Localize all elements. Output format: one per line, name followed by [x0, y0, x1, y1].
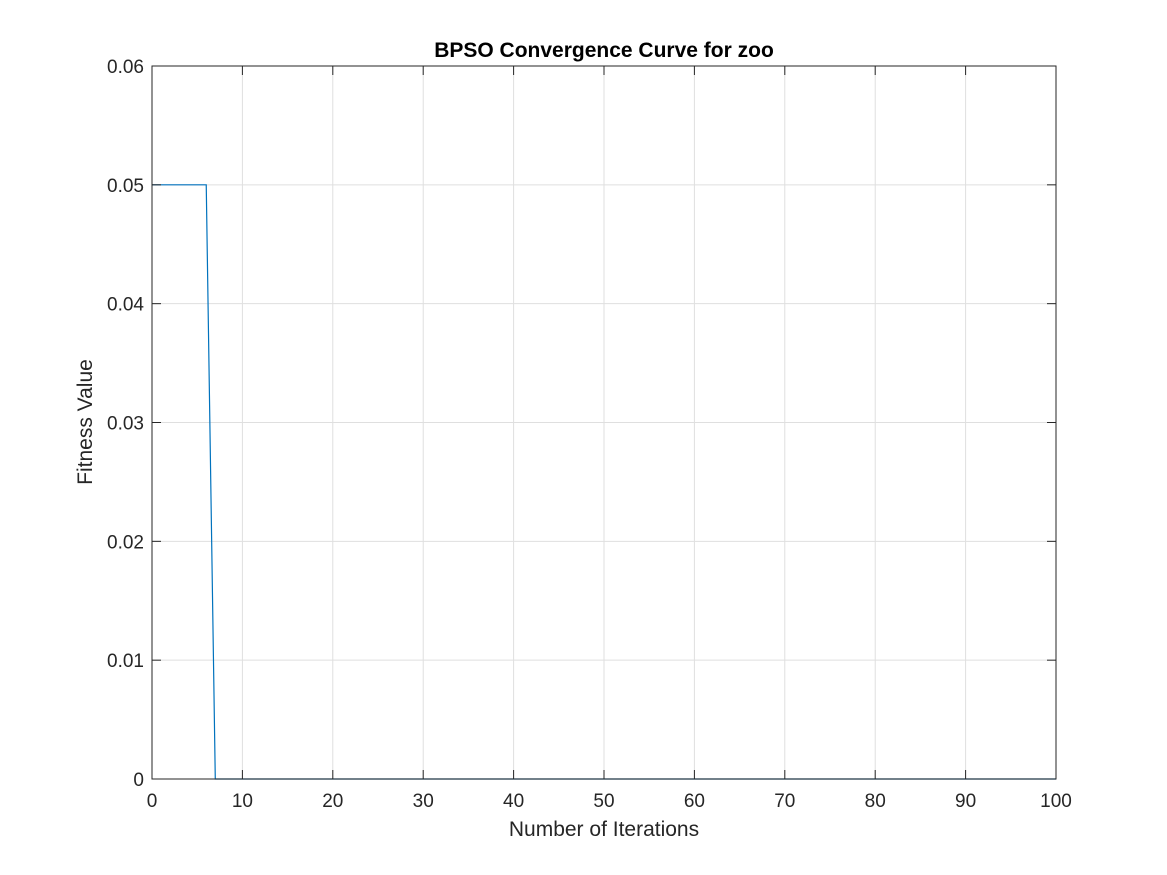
x-tick-label: 50 — [593, 791, 614, 812]
x-axis-label: Number of Iterations — [509, 818, 699, 841]
x-tick-label: 80 — [865, 791, 886, 812]
y-tick-label: 0.02 — [107, 532, 144, 553]
grid — [152, 66, 1056, 779]
y-tick-label: 0.03 — [107, 414, 144, 435]
x-tick-labels: 0 10 20 30 40 50 60 70 80 90 100 — [147, 791, 1072, 812]
x-tick-label: 10 — [232, 791, 253, 812]
y-axis-label: Fitness Value — [74, 359, 97, 485]
y-tick-label: 0.06 — [107, 57, 144, 78]
x-tick-label: 90 — [955, 791, 976, 812]
x-tick-label: 0 — [147, 791, 158, 812]
y-tick-labels: 0 0.01 0.02 0.03 0.04 0.05 0.06 — [107, 57, 144, 791]
ticks — [151, 65, 1057, 780]
x-tick-label: 60 — [684, 791, 705, 812]
y-tick-label: 0 — [133, 770, 144, 791]
x-tick-label: 30 — [413, 791, 434, 812]
y-tick-label: 0.04 — [107, 295, 144, 316]
x-tick-label: 100 — [1040, 791, 1072, 812]
chart-title: BPSO Convergence Curve for zoo — [434, 39, 774, 62]
x-tick-label: 20 — [322, 791, 343, 812]
y-tick-label: 0.05 — [107, 176, 144, 197]
x-tick-label: 70 — [774, 791, 795, 812]
y-tick-label: 0.01 — [107, 651, 144, 672]
x-tick-label: 40 — [503, 791, 524, 812]
